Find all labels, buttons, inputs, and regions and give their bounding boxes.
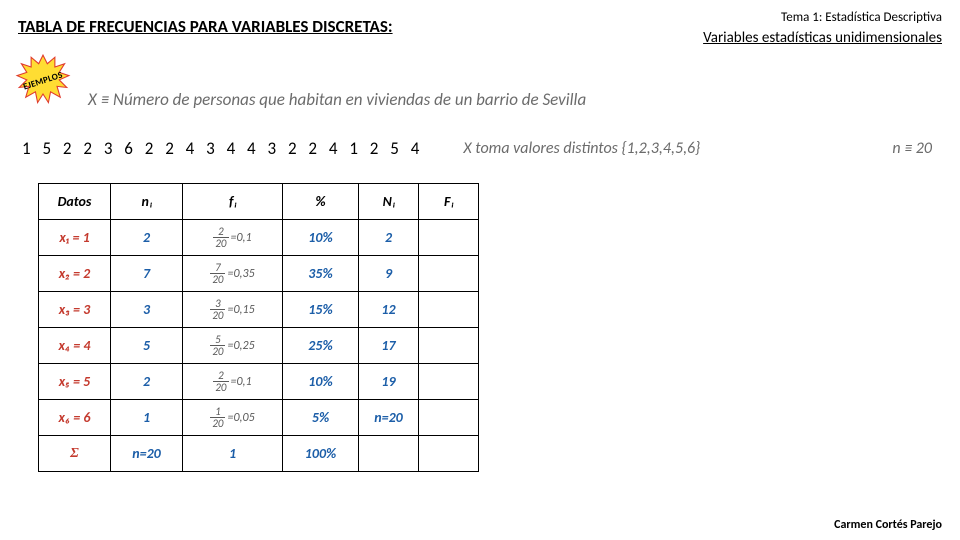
cell-Ni-cap: 9 xyxy=(359,256,419,292)
frequency-table: Datos nᵢ fᵢ % Nᵢ Fᵢ x₁ = 12220=0,110%2x₂… xyxy=(38,183,479,472)
cell-x: x₃ = 3 xyxy=(39,292,111,328)
cell-pct: 10% xyxy=(283,364,359,400)
main-title: TABLA DE FRECUENCIAS PARA VARIABLES DISC… xyxy=(18,16,393,37)
variable-definition: X ≡ Número de personas que habitan en vi… xyxy=(88,89,942,110)
cell-fi: 120=0,05 xyxy=(183,400,283,436)
header-pct: % xyxy=(283,184,359,220)
table-row: x₆ = 61120=0,055%n=20 xyxy=(39,400,479,436)
cell-ni: 2 xyxy=(111,364,183,400)
distinct-values-note: X toma valores distintos {1,2,3,4,5,6} xyxy=(463,139,700,158)
table-row: x₅ = 52220=0,110%19 xyxy=(39,364,479,400)
cell-Ni-cap: 12 xyxy=(359,292,419,328)
cell-ni: 7 xyxy=(111,256,183,292)
cell-pct: 35% xyxy=(283,256,359,292)
cell-Fi-cap xyxy=(419,364,479,400)
definition-text: Número de personas que habitan en vivien… xyxy=(109,89,586,110)
total-ni: n=20 xyxy=(111,436,183,472)
cell-Fi-cap xyxy=(419,220,479,256)
cell-Fi-cap xyxy=(419,328,479,364)
table-row: x₄ = 45520=0,2525%17 xyxy=(39,328,479,364)
cell-Fi-cap xyxy=(419,400,479,436)
cell-Ni-cap: n=20 xyxy=(359,400,419,436)
topic-label: Tema 1: Estadística Descriptiva xyxy=(703,10,942,25)
cell-x: x₆ = 6 xyxy=(39,400,111,436)
table-header-row: Datos nᵢ fᵢ % Nᵢ Fᵢ xyxy=(39,184,479,220)
total-fi: 1 xyxy=(183,436,283,472)
table-row: x₂ = 27720=0,3535%9 xyxy=(39,256,479,292)
raw-data-sequence: 1 5 2 2 3 6 2 2 4 3 4 4 3 2 2 4 1 2 5 4 xyxy=(22,138,423,159)
header-fi: fᵢ xyxy=(183,184,283,220)
starburst-badge: EJEMPLOS xyxy=(14,54,72,108)
cell-x: x₂ = 2 xyxy=(39,256,111,292)
sample-size-note: n ≡ 20 xyxy=(892,139,932,158)
cell-Ni-cap: 2 xyxy=(359,220,419,256)
cell-fi: 720=0,35 xyxy=(183,256,283,292)
cell-Ni-cap: 17 xyxy=(359,328,419,364)
cell-ni: 5 xyxy=(111,328,183,364)
cell-ni: 1 xyxy=(111,400,183,436)
total-Ni xyxy=(359,436,419,472)
cell-x: x₄ = 4 xyxy=(39,328,111,364)
cell-x: x₅ = 5 xyxy=(39,364,111,400)
cell-pct: 10% xyxy=(283,220,359,256)
cell-fi: 220=0,1 xyxy=(183,364,283,400)
cell-x: x₁ = 1 xyxy=(39,220,111,256)
cell-ni: 2 xyxy=(111,220,183,256)
cell-fi: 320=0,15 xyxy=(183,292,283,328)
header-Ni-cap: Nᵢ xyxy=(359,184,419,220)
header-datos: Datos xyxy=(39,184,111,220)
cell-Fi-cap xyxy=(419,292,479,328)
sigma-cell: Σ xyxy=(39,436,111,472)
cell-Ni-cap: 19 xyxy=(359,364,419,400)
author-label: Carmen Cortés Parejo xyxy=(834,518,942,532)
subtitle-label: Variables estadísticas unidimensionales xyxy=(703,29,942,47)
cell-fi: 520=0,25 xyxy=(183,328,283,364)
cell-pct: 25% xyxy=(283,328,359,364)
header-ni: nᵢ xyxy=(111,184,183,220)
cell-pct: 5% xyxy=(283,400,359,436)
cell-pct: 15% xyxy=(283,292,359,328)
table-total-row: Σ n=20 1 100% xyxy=(39,436,479,472)
definition-var: X ≡ xyxy=(88,89,109,110)
table-row: x₃ = 33320=0,1515%12 xyxy=(39,292,479,328)
table-row: x₁ = 12220=0,110%2 xyxy=(39,220,479,256)
cell-fi: 220=0,1 xyxy=(183,220,283,256)
cell-ni: 3 xyxy=(111,292,183,328)
header-Fi-cap: Fᵢ xyxy=(419,184,479,220)
total-pct: 100% xyxy=(283,436,359,472)
cell-Fi-cap xyxy=(419,256,479,292)
total-Fi xyxy=(419,436,479,472)
